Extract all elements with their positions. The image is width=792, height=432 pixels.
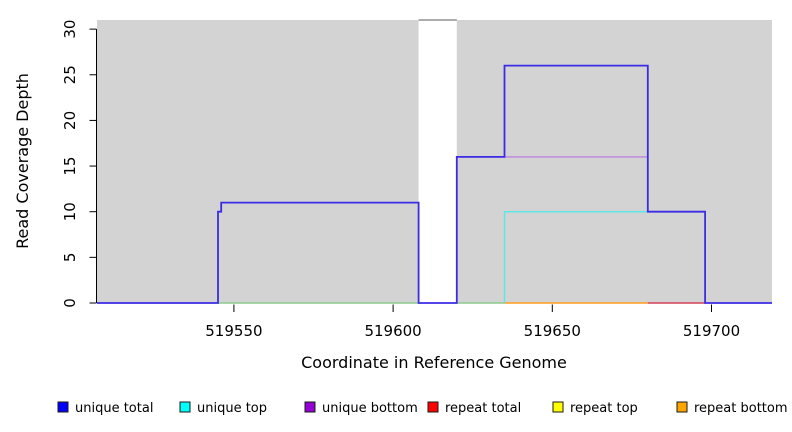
legend-item: repeat top [552, 401, 638, 416]
legend-swatch [304, 401, 316, 413]
masked-region [418, 20, 457, 303]
legend-item: repeat total [427, 401, 521, 416]
legend-item: unique top [179, 401, 267, 416]
legend-swatch [57, 401, 69, 413]
series-path-unique-top-line [503, 210, 648, 303]
legend-label: repeat top [570, 401, 638, 416]
x-tick-label: 519700 [683, 322, 740, 340]
x-tick-label: 519600 [364, 322, 421, 340]
y-tick-label: 20 [61, 111, 79, 130]
legend-label: unique bottom [322, 401, 418, 416]
legend-swatch [179, 401, 191, 413]
series-path-unique-total-line [97, 64, 772, 304]
legend-swatch [676, 401, 688, 413]
legend-label: repeat total [445, 401, 521, 416]
x-tick-label: 519650 [524, 322, 581, 340]
plot-layer [97, 19, 772, 304]
y-tick-label: 30 [61, 20, 79, 39]
legend-label: unique top [197, 401, 267, 416]
legend: unique total unique top unique bottom repea… [57, 401, 788, 416]
legend-item: repeat bottom [676, 401, 788, 416]
axis-layer: 0 5 10 15 20 25 30 519550 519600 519650 519700 [61, 20, 740, 340]
x-axis-title: Coordinate in Reference Genome [301, 353, 567, 372]
y-tick-label: 10 [61, 202, 79, 221]
legend-label: repeat bottom [694, 401, 788, 416]
y-tick-label: 25 [61, 65, 79, 84]
y-tick-label: 15 [61, 157, 79, 176]
y-tick-label: 5 [61, 253, 79, 263]
y-tick-label: 0 [61, 298, 79, 308]
y-axis-title: Read Coverage Depth [13, 73, 32, 249]
legend-item: unique bottom [304, 401, 418, 416]
legend-swatch [427, 401, 439, 413]
legend-item: unique total [57, 401, 153, 416]
legend-label: unique total [75, 401, 153, 416]
x-tick-label: 519550 [205, 322, 262, 340]
legend-swatch [552, 401, 564, 413]
